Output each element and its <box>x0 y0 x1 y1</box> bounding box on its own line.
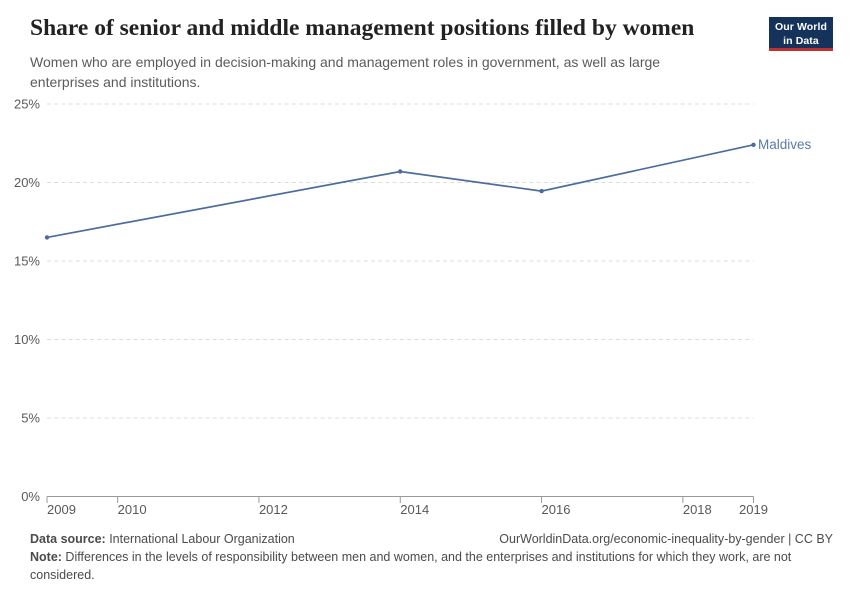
svg-text:0%: 0% <box>21 489 40 504</box>
svg-text:2019: 2019 <box>739 502 768 517</box>
svg-text:2016: 2016 <box>542 502 571 517</box>
svg-text:Maldives: Maldives <box>758 137 812 152</box>
svg-text:25%: 25% <box>14 97 40 112</box>
svg-text:2009: 2009 <box>47 502 76 517</box>
svg-text:10%: 10% <box>14 332 40 347</box>
svg-text:2014: 2014 <box>400 502 429 517</box>
svg-text:2018: 2018 <box>683 502 712 517</box>
svg-text:15%: 15% <box>14 254 40 269</box>
svg-text:5%: 5% <box>21 411 40 426</box>
svg-text:2010: 2010 <box>118 502 147 517</box>
svg-text:20%: 20% <box>14 175 40 190</box>
svg-text:2012: 2012 <box>259 502 288 517</box>
